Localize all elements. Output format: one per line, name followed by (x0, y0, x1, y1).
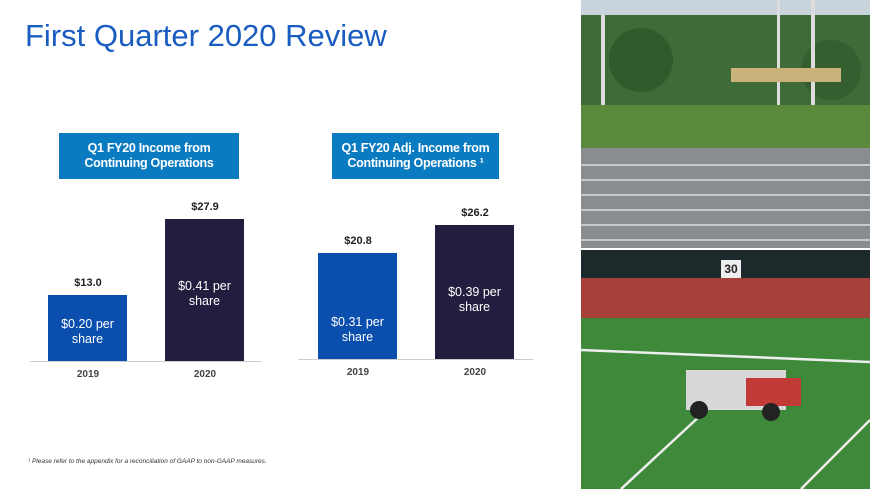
value-label: $13.0 (74, 276, 102, 289)
bar (318, 252, 397, 359)
x-tick-label: 2020 (463, 367, 487, 378)
bar (165, 218, 244, 361)
x-tick-label: 2019 (346, 367, 370, 378)
stadium-photo: 30 (581, 0, 870, 489)
bar-label: $0.31 per share (331, 315, 384, 344)
bar-label: $0.39 per share (448, 285, 501, 315)
baseline (30, 361, 262, 362)
chart-header: Q1 FY20 Adj. Income from Continuing Oper… (332, 133, 499, 179)
value-label: $27.9 (191, 200, 219, 213)
chart-header: Q1 FY20 Income from Continuing Operation… (59, 133, 239, 179)
baseline (298, 359, 533, 360)
value-label: $26.2 (461, 207, 489, 220)
value-label: $20.8 (344, 234, 372, 247)
x-tick-label: 2020 (193, 369, 217, 380)
bar (435, 225, 514, 359)
sign-number: 30 (724, 262, 738, 276)
slide-title: First Quarter 2020 Review (25, 18, 387, 53)
bar-label: $0.20 per share (61, 317, 114, 346)
footnote: ¹ Please refer to the appendix for a rec… (28, 458, 267, 465)
x-tick-label: 2019 (76, 369, 100, 380)
bar-label: $0.41 per share (178, 278, 231, 308)
bar (48, 294, 127, 361)
